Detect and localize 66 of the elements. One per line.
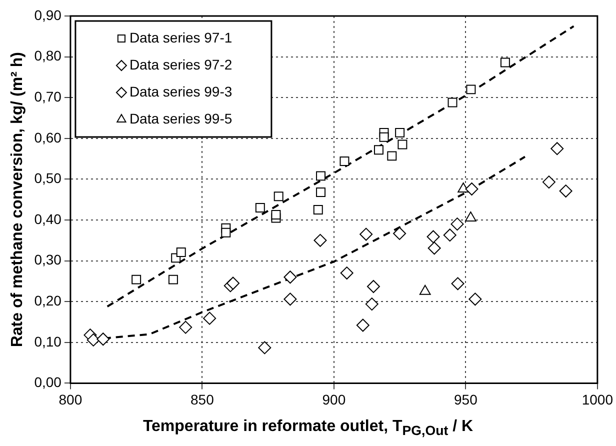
point	[500, 58, 510, 68]
x-axis-title: Temperature in reformate outlet, T$_{PG,Out}$ / K	[142, 418, 474, 438]
point	[450, 218, 464, 231]
point	[366, 280, 380, 294]
line-series	[106, 25, 575, 308]
point	[284, 270, 297, 284]
point	[365, 298, 378, 311]
point	[443, 228, 456, 242]
legend-label: Data series 99-5	[129, 110, 232, 126]
point	[96, 332, 110, 346]
y-tick-label: 0,90	[34, 6, 62, 23]
point	[465, 182, 478, 196]
point	[374, 145, 384, 155]
point	[387, 151, 397, 161]
point	[559, 184, 572, 198]
point	[398, 140, 408, 150]
point	[451, 277, 464, 290]
point	[179, 320, 192, 334]
legend-label: Data series 97-2	[129, 56, 232, 72]
x-tick-label: 1000	[582, 391, 614, 408]
point	[284, 292, 297, 306]
point	[271, 210, 281, 220]
point	[340, 266, 354, 280]
point	[86, 333, 100, 346]
point	[132, 274, 142, 284]
point	[393, 226, 406, 240]
y-tick-label: 0,00	[34, 374, 62, 390]
point	[542, 176, 556, 189]
x-tick-label: 900	[322, 391, 346, 408]
point	[468, 292, 482, 306]
point	[395, 128, 405, 138]
point	[168, 274, 178, 284]
y-tick-label: 0,10	[34, 333, 62, 350]
point	[176, 247, 186, 257]
y-tick-label: 0,60	[34, 129, 62, 146]
y-tick-label: 0,70	[34, 88, 62, 104]
y-tick-label: 0,20	[34, 292, 62, 308]
y-tick-label: 0,50	[34, 170, 62, 186]
x-tick-label: 850	[190, 391, 214, 408]
point	[203, 312, 216, 325]
point	[466, 84, 476, 94]
y-tick-label: 0,30	[34, 252, 62, 268]
point	[550, 142, 564, 156]
y-tick-label: 0,80	[34, 48, 62, 64]
point	[448, 98, 458, 108]
point	[258, 341, 272, 354]
legend-label: Data series 99-3	[129, 83, 232, 100]
point	[428, 242, 441, 255]
point	[316, 171, 326, 181]
legend-label: Data series 97-1	[129, 29, 232, 46]
point	[313, 205, 323, 215]
y-tick-label: 0,40	[34, 210, 62, 227]
point	[255, 203, 265, 213]
point	[426, 230, 440, 244]
point	[356, 318, 370, 332]
point	[226, 276, 240, 290]
y-axis-title: Rate of methane conversion, kg/ (m² h)	[9, 52, 26, 348]
point	[316, 188, 326, 197]
point	[340, 156, 350, 166]
x-tick-label: 800	[58, 391, 82, 408]
point	[360, 228, 373, 241]
point	[221, 228, 231, 238]
x-tick-label: 950	[454, 391, 478, 408]
point	[314, 234, 327, 247]
point	[274, 192, 284, 202]
point	[379, 132, 389, 142]
